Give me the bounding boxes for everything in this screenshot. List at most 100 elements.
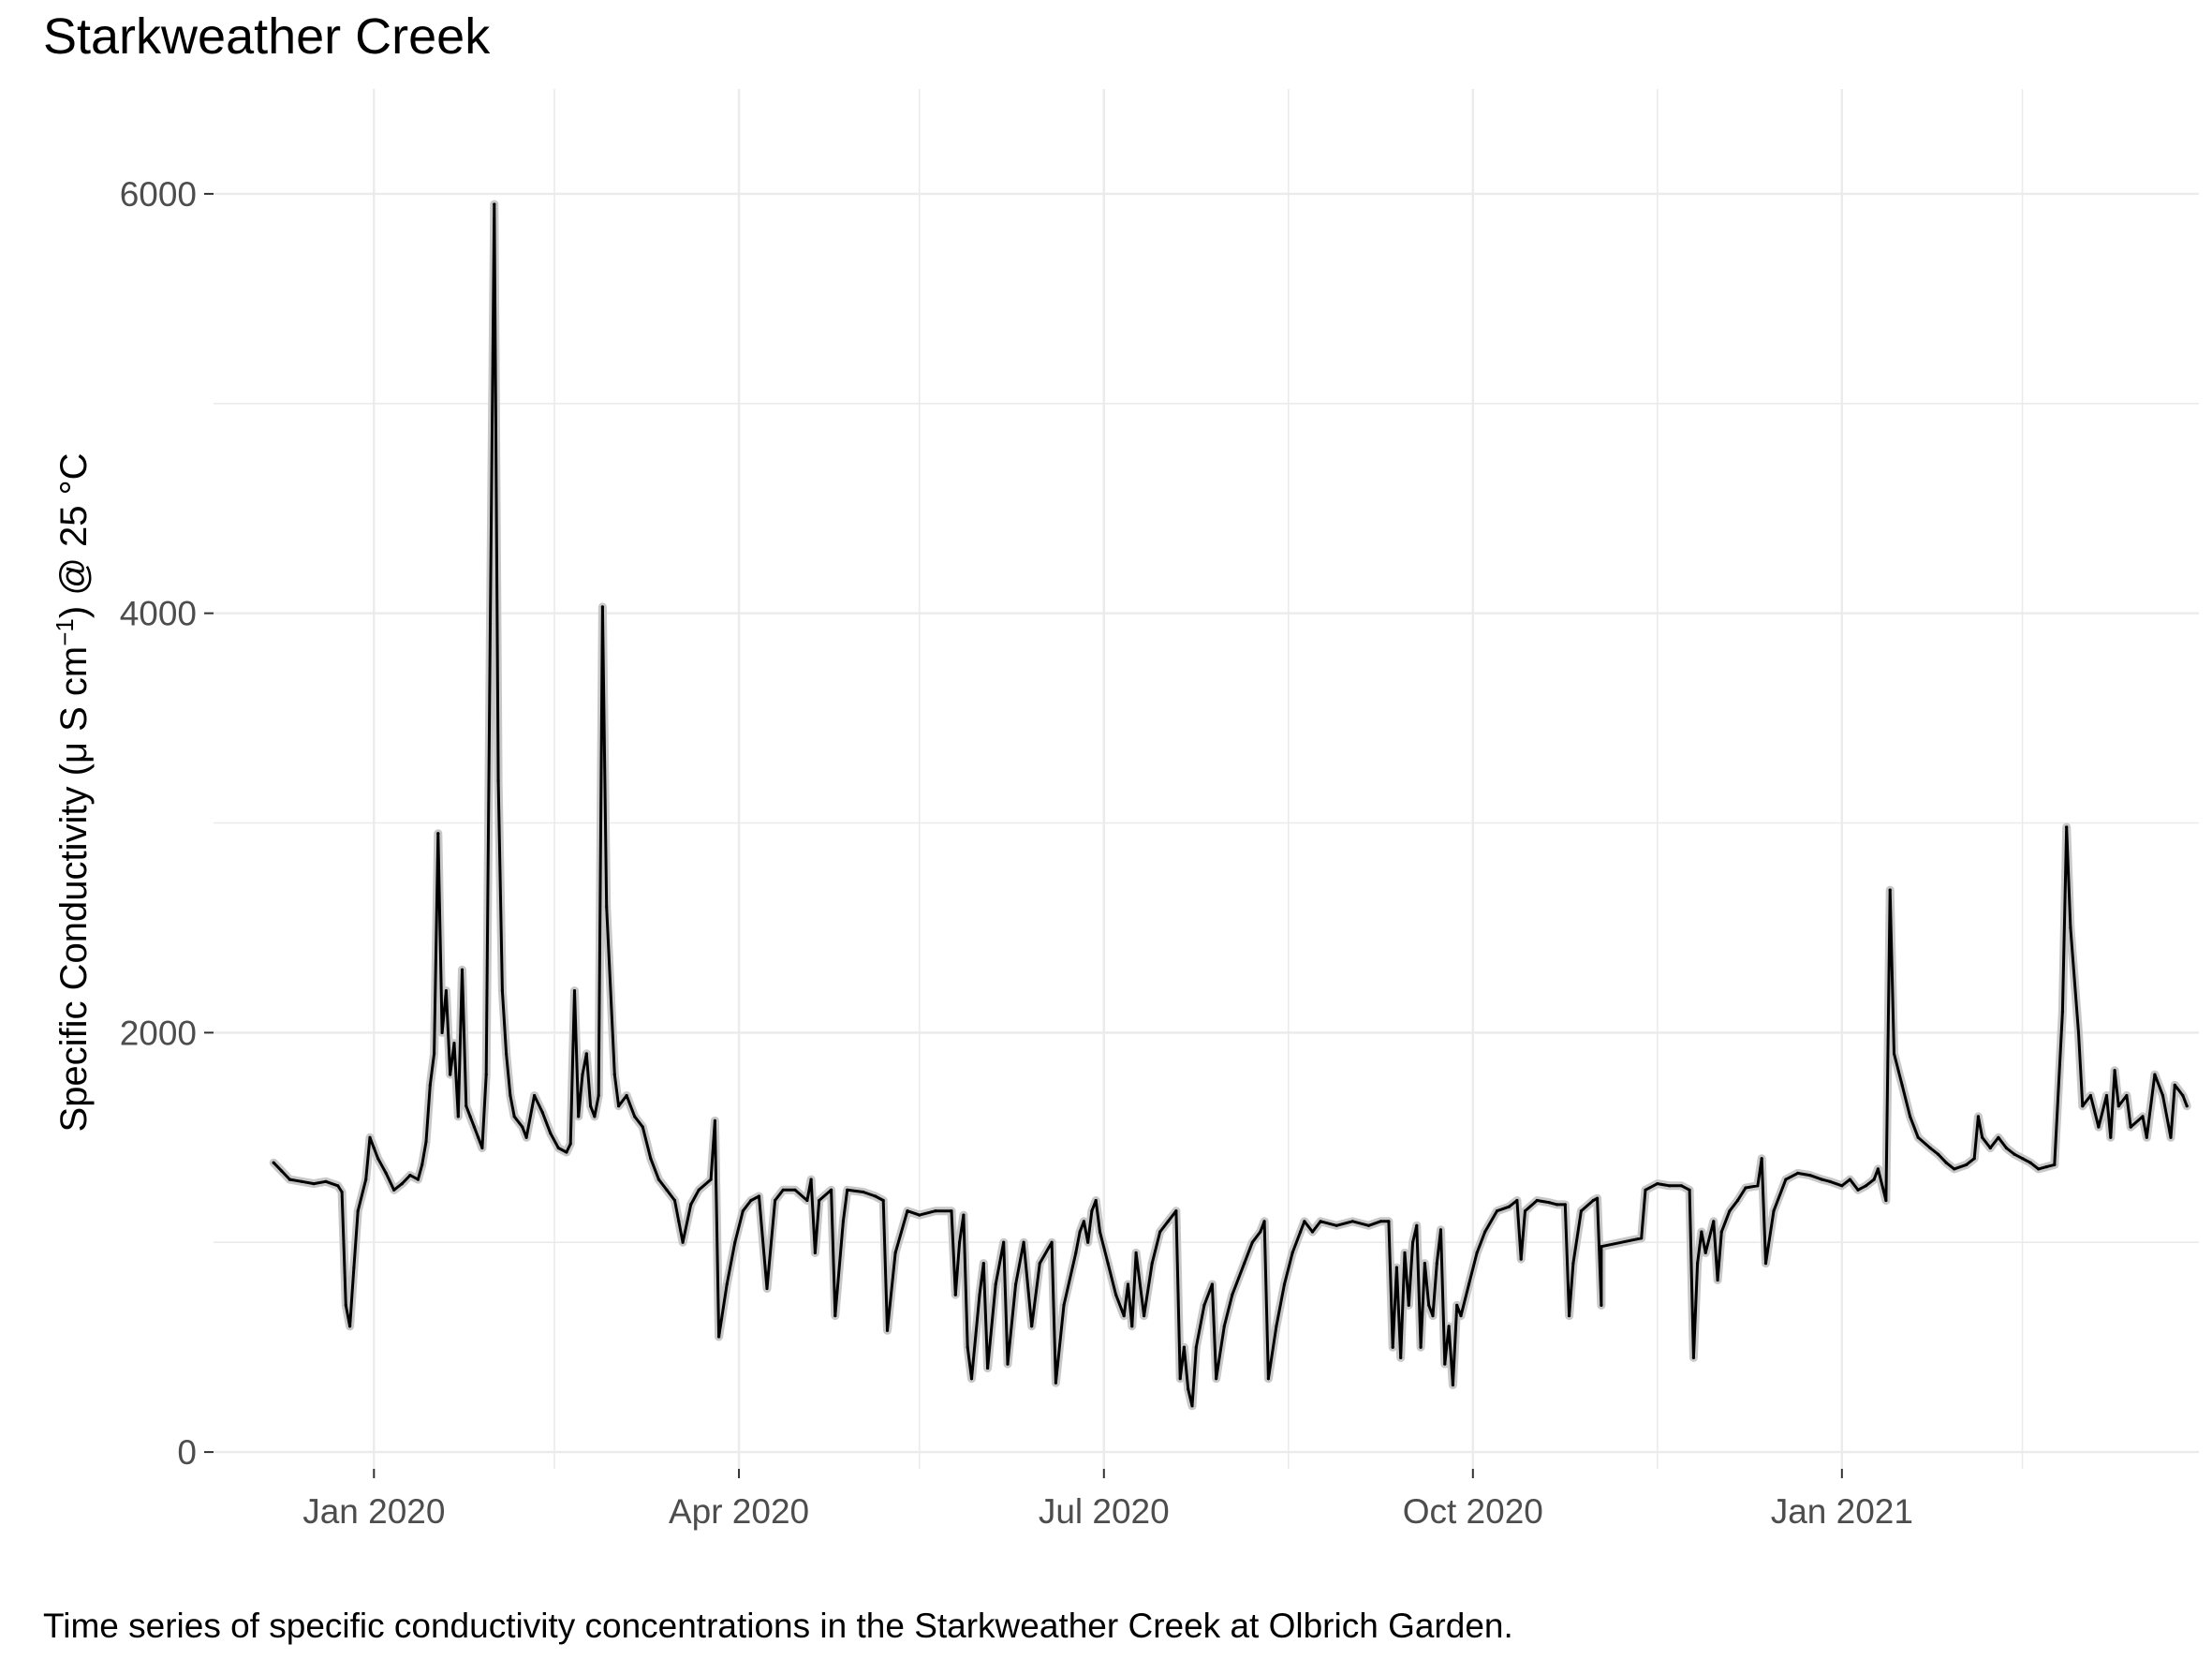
data-point <box>1202 1303 1206 1307</box>
data-point <box>1696 1262 1700 1266</box>
data-point <box>1691 1355 1695 1359</box>
data-point <box>1310 1230 1315 1234</box>
data-point <box>1475 1251 1479 1254</box>
data-point <box>1090 1209 1094 1213</box>
y-tick-label: 2000 <box>120 1014 197 1052</box>
data-point <box>465 1104 468 1108</box>
data-point <box>1571 1262 1575 1266</box>
data-point <box>625 1093 628 1098</box>
data-point <box>1187 1387 1190 1391</box>
data-point <box>1114 1293 1118 1296</box>
data-point <box>324 1179 328 1183</box>
data-point <box>344 1303 347 1307</box>
data-point <box>1728 1209 1732 1213</box>
data-point <box>1596 1196 1600 1200</box>
data-point <box>717 1335 721 1339</box>
data-point <box>605 905 609 909</box>
data-point <box>400 1182 404 1186</box>
y-tick-label: 6000 <box>120 175 197 214</box>
data-point <box>757 1194 761 1198</box>
data-point <box>1568 1314 1571 1318</box>
data-point <box>1876 1167 1880 1171</box>
data-point <box>452 1042 456 1045</box>
data-point <box>918 1213 922 1217</box>
data-point <box>428 1083 432 1087</box>
data-point <box>460 968 465 971</box>
data-point <box>1600 1303 1603 1307</box>
data-point <box>2145 1135 2148 1139</box>
data-point <box>2185 1104 2189 1108</box>
data-point <box>1335 1223 1338 1227</box>
data-point <box>456 1115 460 1118</box>
data-point <box>1411 1240 1415 1244</box>
data-point <box>1415 1223 1419 1227</box>
data-point <box>593 1115 597 1118</box>
data-point <box>774 1198 777 1203</box>
data-point <box>472 1125 476 1129</box>
data-point <box>2053 1163 2057 1166</box>
data-point <box>288 1178 291 1181</box>
data-point <box>565 1150 568 1154</box>
data-point <box>1735 1198 1740 1203</box>
series-line <box>272 202 2189 1408</box>
data-point <box>1928 1146 1932 1150</box>
data-point <box>805 1198 809 1203</box>
data-point <box>749 1198 753 1203</box>
data-point <box>340 1190 344 1194</box>
data-point <box>1350 1220 1354 1223</box>
data-point <box>1495 1209 1499 1213</box>
data-point <box>906 1209 909 1213</box>
data-point <box>1556 1203 1559 1207</box>
data-point <box>1644 1188 1647 1192</box>
data-point <box>677 1220 681 1223</box>
data-point <box>420 1163 424 1166</box>
data-point <box>1772 1209 1776 1213</box>
data-point <box>1988 1146 1992 1150</box>
data-point <box>2088 1093 2092 1098</box>
data-point <box>1976 1115 1980 1118</box>
data-point <box>2004 1146 2008 1150</box>
data-point <box>496 779 500 783</box>
data-point <box>581 1073 584 1076</box>
x-axis: Jan 2020 Apr 2020 Jul 2020 Oct 2020 Jan 2021 <box>302 1469 1913 1531</box>
data-point <box>1443 1362 1447 1366</box>
data-point <box>1106 1262 1110 1266</box>
data-point <box>372 1146 376 1150</box>
data-point <box>1600 1245 1603 1249</box>
data-point <box>1194 1345 1198 1349</box>
data-point <box>1679 1184 1684 1188</box>
data-point <box>2069 926 2072 930</box>
data-point <box>725 1282 729 1286</box>
data-point <box>2160 1093 2165 1098</box>
data-point <box>1290 1251 1294 1254</box>
data-point <box>477 1135 480 1139</box>
data-point <box>672 1198 677 1203</box>
data-point <box>1563 1203 1567 1207</box>
minor-grid <box>214 89 2199 1469</box>
data-point <box>1820 1178 1823 1181</box>
data-point <box>2065 825 2069 829</box>
data-point <box>809 1178 813 1181</box>
data-point <box>1447 1325 1451 1328</box>
data-point <box>2104 1093 2109 1098</box>
data-point <box>2141 1115 2145 1118</box>
data-point <box>781 1188 785 1192</box>
data-point <box>1668 1184 1672 1188</box>
data-point <box>813 1251 818 1254</box>
data-point <box>533 1093 537 1098</box>
data-point <box>978 1293 981 1296</box>
series-path <box>272 202 2189 1408</box>
data-point <box>1130 1325 1134 1328</box>
major-grid <box>214 89 2199 1469</box>
data-point <box>962 1213 966 1217</box>
data-point <box>1579 1209 1583 1213</box>
data-point <box>713 1118 717 1122</box>
data-point <box>1262 1220 1266 1223</box>
data-point <box>352 1266 356 1269</box>
x-tick-label: Oct 2020 <box>1403 1492 1543 1531</box>
data-point <box>521 1125 524 1129</box>
data-point <box>1953 1167 1956 1171</box>
data-point <box>830 1188 833 1192</box>
x-tick-label: Jan 2020 <box>302 1492 445 1531</box>
data-point <box>934 1209 937 1213</box>
